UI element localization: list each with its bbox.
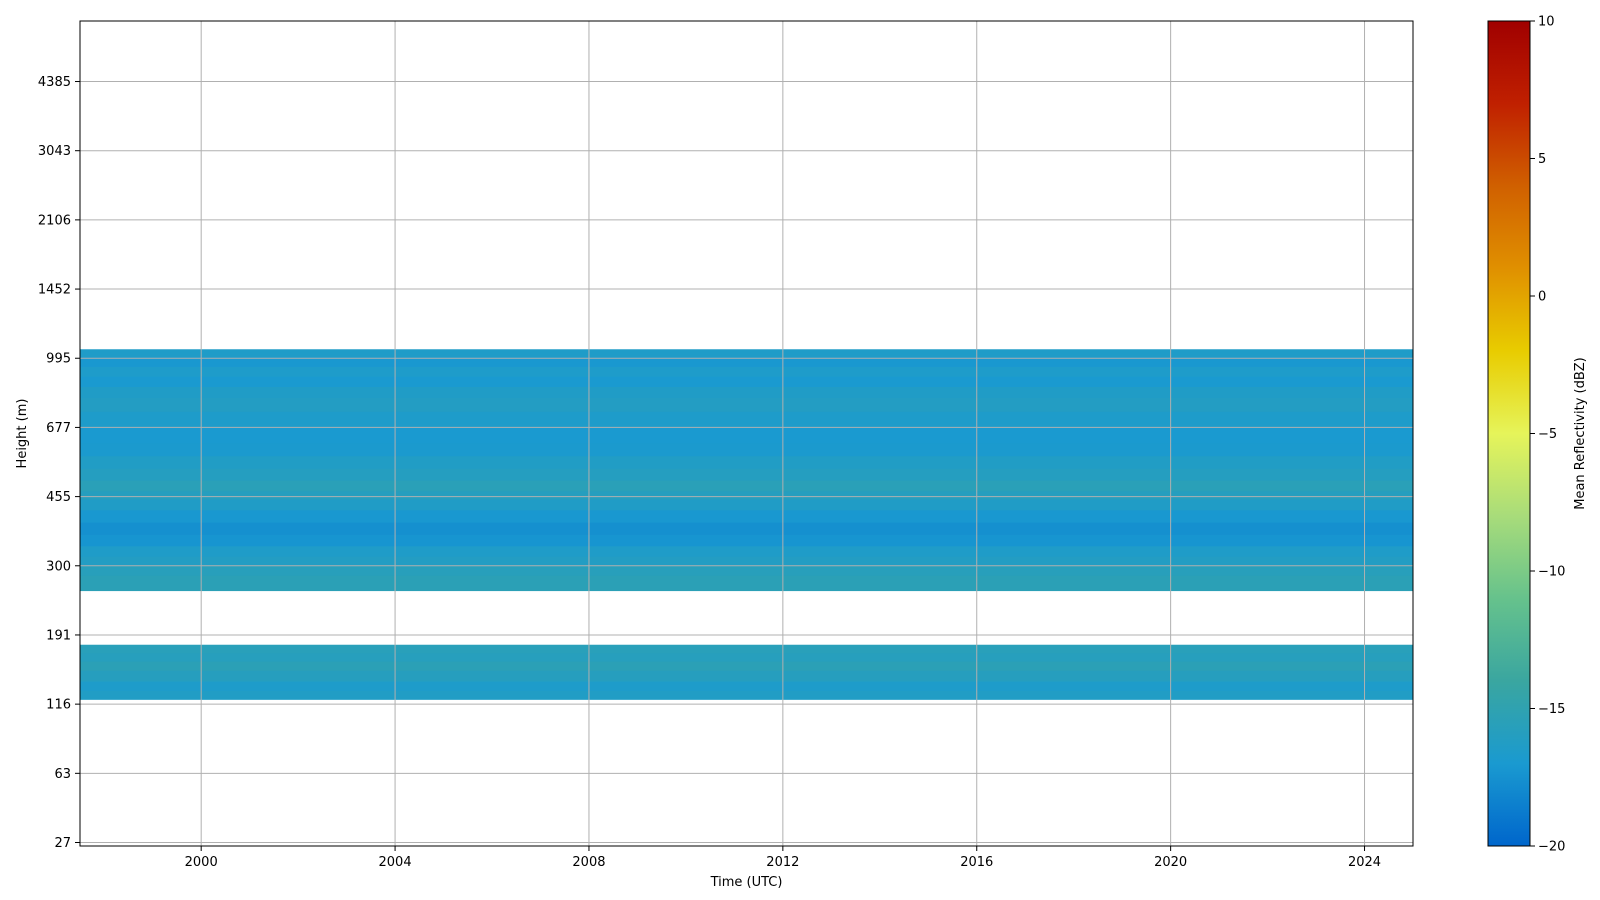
heatmap-cell <box>80 442 1413 457</box>
heatmap-cell <box>80 556 1413 567</box>
heatmap-cell <box>80 376 1413 387</box>
colorbar-label: Mean Reflectivity (dBZ) <box>1573 357 1588 510</box>
heatmap-cell <box>80 670 1413 682</box>
y-tick-label: 995 <box>46 352 71 367</box>
x-tick-label: 2020 <box>1154 855 1187 870</box>
heatmap-cell <box>80 509 1413 523</box>
plot-area: 2000 2004 2008 2012 2016 2020 2024 27 63 116 191 3… <box>38 20 1414 870</box>
y-tick-label: 116 <box>46 698 71 713</box>
x-tick-label: 2016 <box>960 855 993 870</box>
heatmap-cell <box>80 397 1413 412</box>
heatmap-cell <box>80 411 1413 428</box>
plot-frame <box>79 20 1414 847</box>
colorbar-tick-label: −5 <box>1538 427 1557 442</box>
y-tick-label: 300 <box>46 559 71 574</box>
heatmap-cell <box>80 575 1413 592</box>
colorbar-tick-label: 10 <box>1538 15 1555 30</box>
heatmap-cell <box>80 545 1413 557</box>
y-tick-label: 27 <box>54 836 71 851</box>
colorbar-ticks: 10 5 0 −5 −10 −15 −20 <box>1530 15 1565 855</box>
y-tick-label: 63 <box>54 767 71 782</box>
grid-lines <box>80 21 1413 846</box>
x-tick-label: 2000 <box>185 855 218 870</box>
heatmap-cell <box>80 468 1413 481</box>
heatmap-cell <box>80 681 1413 691</box>
y-axis-ticks: 27 63 116 191 300 455 677 995 1452 2106 3043 4385 <box>38 75 80 851</box>
heatmap-cell <box>80 490 1413 500</box>
y-tick-label: 2106 <box>38 213 71 228</box>
x-axis-ticks: 2000 2004 2008 2012 2016 2020 2024 <box>185 846 1381 870</box>
heatmap-cell <box>80 480 1413 492</box>
heatmap-cell <box>80 644 1413 654</box>
x-axis-label: Time (UTC) <box>710 875 783 890</box>
heatmap-cell <box>80 565 1413 576</box>
heatmap-cell <box>80 386 1413 398</box>
y-axis-label: Height (m) <box>15 399 30 469</box>
x-tick-label: 2024 <box>1348 855 1381 870</box>
heatmap-cell <box>80 661 1413 671</box>
y-tick-label: 455 <box>46 490 71 505</box>
colorbar: 10 5 0 −5 −10 −15 −20 Mean Reflectivity (dBZ) <box>1487 15 1588 855</box>
x-tick-label: 2012 <box>766 855 799 870</box>
y-tick-label: 1452 <box>38 283 71 298</box>
colorbar-tick-label: 0 <box>1538 290 1546 305</box>
x-tick-label: 2008 <box>572 855 605 870</box>
colorbar-tick-label: −15 <box>1538 702 1565 717</box>
heatmap-cell <box>80 349 1413 358</box>
y-tick-label: 677 <box>46 421 71 436</box>
heatmap-cells <box>80 349 1413 700</box>
x-tick-label: 2004 <box>379 855 412 870</box>
heatmap-cell <box>80 652 1413 662</box>
colorbar-gradient <box>1487 20 1531 847</box>
heatmap-cell <box>80 357 1413 367</box>
heatmap-cell <box>80 426 1413 444</box>
heatmap-cell <box>80 690 1413 700</box>
heatmap-cell <box>80 534 1413 547</box>
y-tick-label: 191 <box>46 628 71 643</box>
colorbar-tick-label: −20 <box>1538 840 1565 855</box>
heatmap-cell <box>80 522 1413 535</box>
heatmap-cell <box>80 499 1413 511</box>
heatmap-cell <box>80 366 1413 377</box>
heatmap-cell <box>80 455 1413 469</box>
colorbar-tick-label: −10 <box>1538 565 1565 580</box>
y-tick-label: 4385 <box>38 75 71 90</box>
y-tick-label: 3043 <box>38 144 71 159</box>
colorbar-tick-label: 5 <box>1538 152 1546 167</box>
